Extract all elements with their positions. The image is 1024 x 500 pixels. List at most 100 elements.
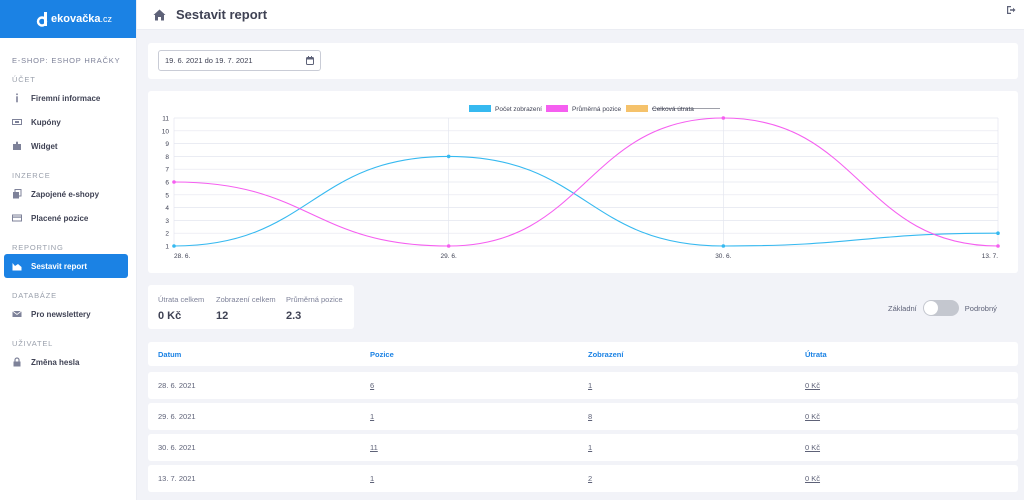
chart-card: 1 2 3 4 5 6 7 8 9 10 11 28. 6. 29. 6. 30. 6. 13. 7. Poč…	[148, 91, 1018, 273]
line-chart: 1 2 3 4 5 6 7 8 9 10 11 28. 6. 29. 6. 30. 6. 13. 7. Poč…	[162, 105, 1000, 260]
stat-value: 12	[216, 310, 229, 322]
cell-position-link[interactable]: 11	[370, 443, 378, 452]
sidebar-section-label: REPORTING	[12, 243, 64, 252]
stat-label: Zobrazení celkem	[216, 295, 276, 304]
copy-icon	[12, 189, 22, 199]
shop-title: E-SHOP: ESHOP HRAČKY	[12, 56, 121, 65]
cell-spend-link[interactable]: 0 Kč	[805, 474, 821, 483]
y-tick-label: 2	[165, 231, 169, 238]
stat-average-position: Průměrná pozice 2.3	[286, 295, 343, 322]
sidebar-item[interactable]: Kupóny	[0, 110, 136, 134]
sidebar-nav: ÚČET Firemní informace Kupóny Widget INZERCE…	[0, 74, 136, 386]
puzzle-icon	[12, 141, 22, 151]
stat-value: 2.3	[286, 310, 302, 322]
sidebar-item-label: Widget	[31, 141, 58, 151]
cell-views-link[interactable]: 1	[588, 443, 593, 452]
y-tick-label: 3	[165, 218, 169, 225]
brand-logo[interactable]: ekovačka .cz	[36, 11, 113, 27]
legend-swatch	[546, 105, 568, 112]
legend-swatch	[469, 105, 491, 112]
data-point	[996, 231, 1000, 235]
cell-date: 28. 6. 2021	[158, 381, 196, 390]
info-icon	[12, 93, 22, 103]
table-row: 30. 6. 2021 11 1 0 Kč	[148, 434, 1018, 461]
y-tick-label: 6	[165, 180, 169, 187]
cell-date: 29. 6. 2021	[158, 412, 196, 421]
sidebar-item-label: Placené pozice	[31, 213, 89, 223]
sidebar-item[interactable]: Zapojené e-shopy	[0, 182, 136, 206]
y-tick-label: 4	[165, 205, 169, 212]
data-point	[721, 116, 726, 120]
y-tick-label: 7	[165, 167, 169, 174]
sidebar-section-label: ÚČET	[12, 75, 36, 84]
cell-views-link[interactable]: 2	[588, 474, 593, 483]
sidebar-section-label: DATABÁZE	[12, 291, 57, 300]
mail-icon	[12, 309, 22, 319]
sidebar-section-label: UŽIVATEL	[12, 339, 54, 348]
sidebar-item-label: Sestavit report	[31, 261, 88, 271]
cell-spend-link[interactable]: 0 Kč	[805, 443, 821, 452]
data-point	[172, 244, 176, 248]
sidebar-item-label: Pro newslettery	[31, 309, 91, 319]
x-tick-label: 29. 6.	[441, 253, 457, 260]
y-tick-label: 5	[165, 192, 169, 199]
cell-views-link[interactable]: 8	[588, 412, 593, 421]
y-tick-label: 10	[162, 128, 170, 135]
sidebar-item[interactable]: Widget	[0, 134, 136, 158]
series-line	[173, 117, 999, 247]
stat-total-spend: Útrata celkem 0 Kč	[158, 295, 204, 322]
data-point	[446, 244, 451, 248]
brand-name: ekovačka	[51, 13, 101, 25]
stat-label: Útrata celkem	[158, 295, 205, 304]
sidebar-item-label: Kupóny	[31, 117, 61, 127]
data-point	[172, 180, 176, 184]
ticket-icon	[12, 117, 22, 127]
y-tick-label: 1	[165, 244, 169, 251]
data-point	[721, 244, 726, 248]
legend-label: Počet zobrazení	[495, 106, 542, 113]
sidebar-item[interactable]: Sestavit report	[4, 254, 128, 278]
column-header-views[interactable]: Zobrazení	[588, 349, 624, 359]
sidebar-item-label: Firemní informace	[31, 93, 101, 103]
cell-date: 13. 7. 2021	[158, 474, 196, 483]
sidebar-item[interactable]: Pro newslettery	[0, 302, 136, 326]
stat-label: Průměrná pozice	[286, 295, 343, 304]
legend-swatch	[626, 105, 648, 112]
sidebar-item[interactable]: Placené pozice	[0, 206, 136, 230]
column-header-spend[interactable]: Útrata	[805, 349, 827, 359]
legend-label: Celková útrata	[652, 106, 694, 113]
topbar: Sestavit report	[137, 0, 1024, 30]
cell-spend-link[interactable]: 0 Kč	[805, 412, 821, 421]
x-tick-label: 28. 6.	[174, 253, 190, 260]
cell-position-link[interactable]: 1	[370, 474, 375, 483]
sidebar: ekovačka .cz E-SHOP: ESHOP HRAČKY ÚČET Fir…	[0, 0, 137, 500]
x-tick-label: 30. 6.	[715, 253, 731, 260]
home-icon[interactable]	[153, 9, 166, 21]
cell-date: 30. 6. 2021	[158, 443, 196, 452]
stat-total-views: Zobrazení celkem 12	[216, 295, 276, 322]
table-row: 28. 6. 2021 6 1 0 Kč	[148, 372, 1018, 399]
column-header-position[interactable]: Pozice	[370, 349, 394, 359]
toggle-label-detailed[interactable]: Podrobný	[964, 303, 997, 313]
date-filter-card: 19. 6. 2021 do 19. 7. 2021	[148, 43, 1018, 79]
view-toggle-switch[interactable]	[922, 300, 959, 316]
sidebar-item[interactable]: Firemní informace	[0, 86, 136, 110]
brand-tld: .cz	[100, 14, 113, 24]
calendar-icon[interactable]	[306, 56, 314, 65]
sidebar-item-label: Změna hesla	[31, 357, 80, 367]
cell-spend-link[interactable]: 0 Kč	[805, 381, 821, 390]
table-header: Datum Pozice Zobrazení Útrata	[148, 342, 1018, 366]
cell-position-link[interactable]: 1	[370, 412, 375, 421]
y-tick-label: 9	[165, 141, 169, 148]
logout-icon[interactable]	[1006, 5, 1016, 15]
card-icon	[12, 213, 22, 223]
column-header-date[interactable]: Datum	[158, 349, 182, 359]
cell-views-link[interactable]: 1	[588, 381, 593, 390]
x-tick-label: 13. 7.	[982, 253, 998, 260]
sidebar-item[interactable]: Změna hesla	[0, 350, 136, 374]
toggle-label-basic[interactable]: Základní	[888, 303, 917, 313]
date-range-input[interactable]: 19. 6. 2021 do 19. 7. 2021	[158, 50, 321, 71]
cell-position-link[interactable]: 6	[370, 381, 375, 390]
data-point	[446, 154, 451, 159]
data-point	[996, 244, 1000, 248]
